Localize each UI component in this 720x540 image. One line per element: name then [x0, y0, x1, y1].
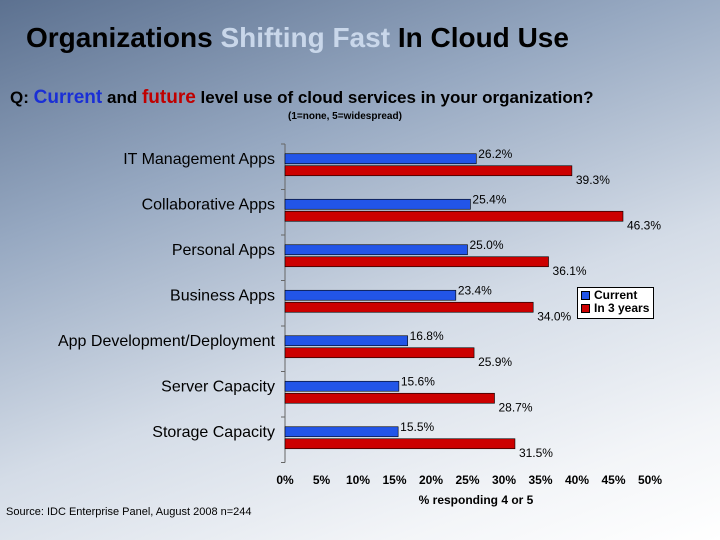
x-tick-label: 40%	[565, 473, 589, 487]
survey-question: Q: Current and future level use of cloud…	[10, 87, 594, 109]
x-axis-label: % responding 4 or 5	[419, 493, 534, 507]
x-tick-label: 10%	[346, 473, 370, 487]
bar-future	[284, 301, 534, 313]
x-tick-label: 20%	[419, 473, 443, 487]
data-label-current: 26.2%	[478, 147, 512, 161]
category-label: Business Apps	[170, 287, 275, 304]
bar-current	[284, 153, 477, 165]
legend-label-future: In 3 years	[594, 301, 650, 315]
x-tick-label: 50%	[638, 473, 662, 487]
data-label-current: 15.5%	[400, 420, 434, 434]
question-current-word: Current	[33, 87, 103, 108]
data-label-current: 16.8%	[410, 329, 444, 343]
legend-swatch-future	[581, 304, 590, 313]
bar-future	[284, 438, 516, 450]
bar-current	[284, 244, 468, 256]
question-rest: level use of cloud services in your orga…	[200, 88, 594, 107]
source-note: Source: IDC Enterprise Panel, August 200…	[6, 506, 252, 518]
question-prefix: Q:	[10, 88, 29, 107]
data-label-future: 31.5%	[519, 446, 553, 460]
legend-swatch-current	[581, 291, 590, 300]
data-label-future: 34.0%	[537, 309, 571, 323]
data-label-future: 39.3%	[576, 173, 610, 187]
x-tick-label: 25%	[455, 473, 479, 487]
scale-note: (1=none, 5=widespread)	[288, 111, 402, 122]
legend-item-current: Current	[581, 289, 653, 302]
x-tick-label: 35%	[528, 473, 552, 487]
x-tick-label: 30%	[492, 473, 516, 487]
question-and-word: and	[106, 88, 138, 107]
data-label-future: 28.7%	[499, 400, 533, 414]
data-label-current: 25.4%	[472, 192, 506, 206]
title-part1: Organizations	[26, 22, 213, 53]
title-part2: In Cloud Use	[397, 22, 569, 53]
bar-current	[284, 380, 400, 392]
bar-current	[284, 335, 408, 347]
x-tick-label: 15%	[382, 473, 406, 487]
data-label-current: 15.6%	[401, 374, 435, 388]
category-label: IT Management Apps	[123, 151, 275, 168]
category-label: Personal Apps	[172, 242, 275, 259]
x-tick-label: 45%	[601, 473, 625, 487]
x-tick-label: 0%	[276, 473, 294, 487]
legend-label-current: Current	[594, 288, 638, 302]
bar-future	[284, 256, 549, 268]
title-highlight: Shifting Fast	[220, 22, 391, 53]
bar-future	[284, 165, 573, 177]
category-label: App Development/Deployment	[58, 333, 276, 350]
chart-legend: Current In 3 years	[577, 287, 654, 319]
category-label: Collaborative Apps	[142, 196, 275, 213]
chart-title: Organizations Shifting Fast In Cloud Use	[26, 22, 569, 54]
bar-future	[284, 347, 475, 359]
bar-future	[284, 210, 624, 222]
bar-current	[284, 289, 457, 301]
data-label-current: 25.0%	[470, 238, 504, 252]
bar-current	[284, 198, 471, 210]
bar-current	[284, 426, 399, 438]
data-label-current: 23.4%	[458, 283, 492, 297]
question-future-word: future	[141, 87, 196, 108]
bar-future	[284, 392, 495, 404]
category-label: Storage Capacity	[152, 424, 275, 441]
category-label: Server Capacity	[161, 378, 275, 395]
x-tick-label: 5%	[313, 473, 331, 487]
data-label-future: 46.3%	[627, 218, 661, 232]
data-label-future: 36.1%	[553, 264, 587, 278]
data-label-future: 25.9%	[478, 355, 512, 369]
legend-item-future: In 3 years	[581, 302, 653, 315]
